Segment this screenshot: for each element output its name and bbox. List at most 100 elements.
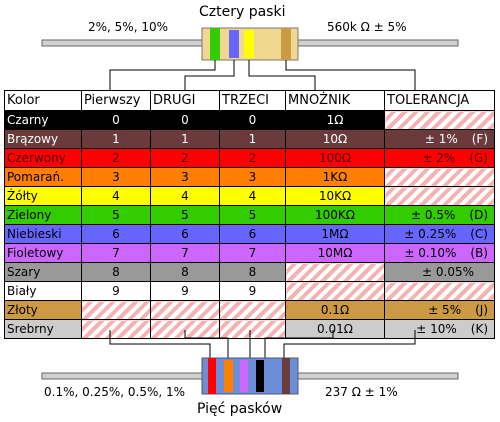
header-second: DRUGI bbox=[150, 90, 220, 111]
cell-third-digit bbox=[219, 300, 286, 320]
tolerance-value: ± 1% bbox=[424, 132, 458, 146]
cell-third-digit bbox=[219, 319, 286, 339]
cell-color-name: Brązowy bbox=[4, 129, 82, 149]
color-code-table: Kolor Pierwszy DRUGI TRZECI MNOŻNIK TOLE… bbox=[4, 90, 495, 339]
top-band-4 bbox=[281, 28, 291, 60]
cell-third-digit: 1 bbox=[219, 129, 286, 149]
cell-second-digit: 6 bbox=[150, 224, 220, 244]
cell-third-digit: 9 bbox=[219, 281, 286, 301]
cell-second-digit: 3 bbox=[150, 167, 220, 187]
cell-color-name: Szary bbox=[4, 262, 82, 282]
table-row: Pomarań. 3 3 3 1KΩ bbox=[4, 167, 495, 187]
top-band-3 bbox=[244, 30, 254, 58]
cell-color-name: Srebrny bbox=[4, 319, 82, 339]
header-color: Kolor bbox=[4, 90, 82, 111]
table-row: Srebrny 0.01Ω (K) ± 10% bbox=[4, 319, 495, 339]
cell-multiplier: 0.1Ω bbox=[285, 300, 385, 320]
top-connector-3 bbox=[248, 60, 316, 90]
table-row: Brązowy 1 1 1 10Ω (F) ± 1% bbox=[4, 129, 495, 149]
cell-tolerance bbox=[384, 281, 495, 301]
table-row: Złoty 0.1Ω (J) ± 5% bbox=[4, 300, 495, 320]
cell-first-digit: 2 bbox=[81, 148, 151, 168]
table-row: Niebieski 6 6 6 1MΩ (C) ± 0.25% bbox=[4, 224, 495, 244]
tolerance-value: ± 2% bbox=[422, 151, 456, 165]
tolerance-code: (J) bbox=[475, 303, 488, 317]
cell-first-digit: 4 bbox=[81, 186, 151, 206]
cell-first-digit bbox=[81, 300, 151, 320]
cell-tolerance bbox=[384, 167, 495, 187]
cell-tolerance: (K) ± 10% bbox=[384, 319, 495, 339]
cell-second-digit: 4 bbox=[150, 186, 220, 206]
bottom-connector-5 bbox=[283, 330, 416, 358]
cell-color-name: Pomarań. bbox=[4, 167, 82, 187]
top-band-1 bbox=[210, 28, 220, 60]
cell-third-digit: 8 bbox=[219, 262, 286, 282]
cell-second-digit bbox=[150, 300, 220, 320]
cell-first-digit: 3 bbox=[81, 167, 151, 187]
cell-first-digit: 1 bbox=[81, 129, 151, 149]
cell-tolerance: (J) ± 5% bbox=[384, 300, 495, 320]
tolerance-code: (D) bbox=[469, 208, 488, 222]
cell-color-name: Fioletowy bbox=[4, 243, 82, 263]
cell-second-digit: 7 bbox=[150, 243, 220, 263]
cell-second-digit: 2 bbox=[150, 148, 220, 168]
cell-color-name: Zielony bbox=[4, 205, 82, 225]
cell-multiplier: 1Ω bbox=[285, 110, 385, 130]
top-band-2 bbox=[229, 30, 239, 58]
table-row: Czerwony 2 2 2 100Ω (G) ± 2% bbox=[4, 148, 495, 168]
cell-tolerance: (D) ± 0.5% bbox=[384, 205, 495, 225]
header-third: TRZECI bbox=[219, 90, 286, 111]
cell-color-name: Biały bbox=[4, 281, 82, 301]
cell-color-name: Żółty bbox=[4, 186, 82, 206]
cell-tolerance: (B) ± 0.10% bbox=[384, 243, 495, 263]
header-tolerance: TOLERANCJA bbox=[384, 90, 495, 111]
top-title: Cztery paski bbox=[199, 4, 286, 20]
cell-multiplier: 0.01Ω bbox=[285, 319, 385, 339]
table-row: Zielony 5 5 5 100KΩ (D) ± 0.5% bbox=[4, 205, 495, 225]
bottom-right-label: 237 Ω ± 1% bbox=[325, 385, 398, 399]
cell-multiplier: 1KΩ bbox=[285, 167, 385, 187]
cell-first-digit: 8 bbox=[81, 262, 151, 282]
cell-multiplier: 10MΩ bbox=[285, 243, 385, 263]
bottom-lead-right bbox=[297, 372, 459, 380]
cell-tolerance: (C) ± 0.25% bbox=[384, 224, 495, 244]
cell-first-digit: 0 bbox=[81, 110, 151, 130]
tolerance-code: (B) bbox=[470, 246, 488, 260]
cell-color-name: Niebieski bbox=[4, 224, 82, 244]
table-row: Czarny 0 0 0 1Ω bbox=[4, 110, 495, 130]
top-connector-1 bbox=[109, 60, 216, 90]
cell-tolerance: (F) ± 1% bbox=[384, 129, 495, 149]
tolerance-value: ± 0.10% bbox=[404, 246, 457, 260]
cell-second-digit: 9 bbox=[150, 281, 220, 301]
cell-color-name: Złoty bbox=[4, 300, 82, 320]
cell-multiplier: 1MΩ bbox=[285, 224, 385, 244]
cell-tolerance: (G) ± 2% bbox=[384, 148, 495, 168]
tolerance-value: ± 0.5% bbox=[411, 208, 456, 222]
top-connector-2 bbox=[184, 60, 235, 90]
table-row: Fioletowy 7 7 7 10MΩ (B) ± 0.10% bbox=[4, 243, 495, 263]
bottom-left-label: 0.1%, 0.25%, 0.5%, 1% bbox=[44, 385, 186, 399]
cell-second-digit: 8 bbox=[150, 262, 220, 282]
cell-third-digit: 3 bbox=[219, 167, 286, 187]
bottom-title: Pięć pasków bbox=[197, 401, 283, 417]
cell-multiplier: 10KΩ bbox=[285, 186, 385, 206]
cell-second-digit: 0 bbox=[150, 110, 220, 130]
cell-multiplier bbox=[285, 262, 385, 282]
cell-third-digit: 0 bbox=[219, 110, 286, 130]
cell-multiplier: 100KΩ bbox=[285, 205, 385, 225]
table-header-row: Kolor Pierwszy DRUGI TRZECI MNOŻNIK TOLE… bbox=[4, 90, 495, 111]
bottom-connector-1 bbox=[109, 330, 211, 358]
top-left-label: 2%, 5%, 10% bbox=[88, 20, 169, 34]
cell-third-digit: 6 bbox=[219, 224, 286, 244]
cell-first-digit: 9 bbox=[81, 281, 151, 301]
cell-third-digit: 4 bbox=[219, 186, 286, 206]
cell-first-digit bbox=[81, 319, 151, 339]
cell-first-digit: 5 bbox=[81, 205, 151, 225]
bottom-connector-2 bbox=[184, 330, 229, 358]
cell-multiplier bbox=[285, 281, 385, 301]
tolerance-value: ± 10% bbox=[416, 322, 457, 336]
tolerance-value: ± 0.25% bbox=[404, 227, 457, 241]
tolerance-code: (C) bbox=[470, 227, 488, 241]
bottom-band-5 bbox=[282, 358, 290, 394]
tolerance-value: ± 0.05% bbox=[422, 265, 474, 279]
